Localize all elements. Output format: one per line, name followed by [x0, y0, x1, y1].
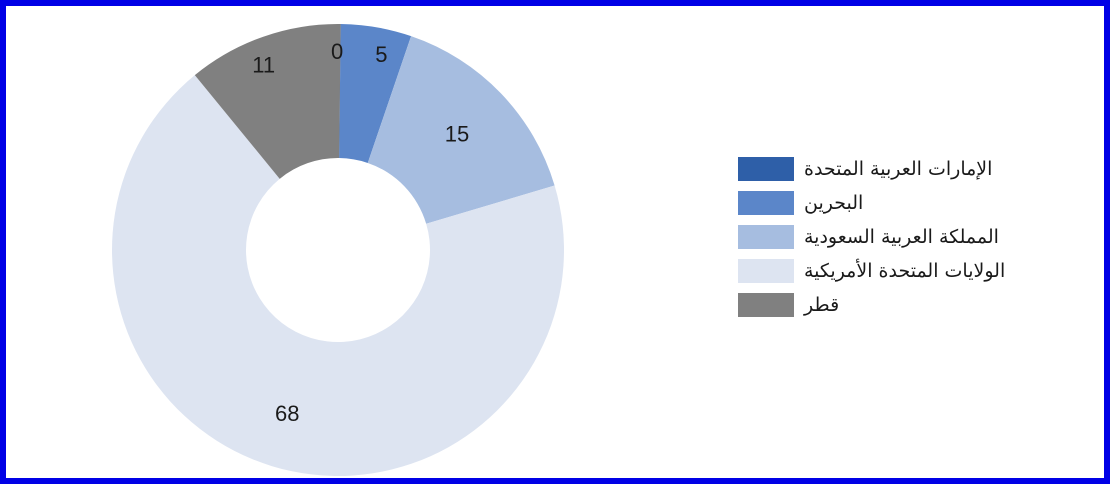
legend-label: الولايات المتحدة الأمريكية	[804, 260, 1006, 282]
legend-label: الإمارات العربية المتحدة	[804, 158, 993, 180]
donut-slice-3	[367, 36, 555, 224]
slice-labels: 0 5 15 68 11	[252, 39, 469, 426]
legend-swatch	[738, 225, 794, 249]
legend-item-2: البحرين	[738, 186, 1078, 220]
legend-item-4: الولايات المتحدة الأمريكية	[738, 254, 1078, 288]
legend-label: البحرين	[804, 192, 864, 214]
legend-swatch	[738, 157, 794, 181]
donut-slice-2	[339, 24, 412, 163]
legend-item-3: المملكة العربية السعودية	[738, 220, 1078, 254]
donut-slices	[112, 23, 565, 476]
chart-legend: الإمارات العربية المتحدة البحرين المملكة ا…	[738, 152, 1078, 322]
donut-slice-5	[194, 23, 341, 179]
legend-item-1: الإمارات العربية المتحدة	[738, 152, 1078, 186]
slice-value-label-2: 5	[375, 42, 387, 67]
slice-value-label-3: 15	[445, 121, 469, 146]
legend-swatch	[738, 259, 794, 283]
legend-label: قطر	[804, 294, 840, 316]
legend-swatch	[738, 293, 794, 317]
legend-item-5: قطر	[738, 288, 1078, 322]
slice-value-label-5: 11	[252, 52, 275, 77]
legend-swatch	[738, 191, 794, 215]
slice-value-label-1: 0	[331, 39, 343, 64]
legend-label: المملكة العربية السعودية	[804, 226, 999, 248]
donut-slice-4	[112, 75, 565, 476]
slice-value-label-4: 68	[275, 401, 299, 426]
